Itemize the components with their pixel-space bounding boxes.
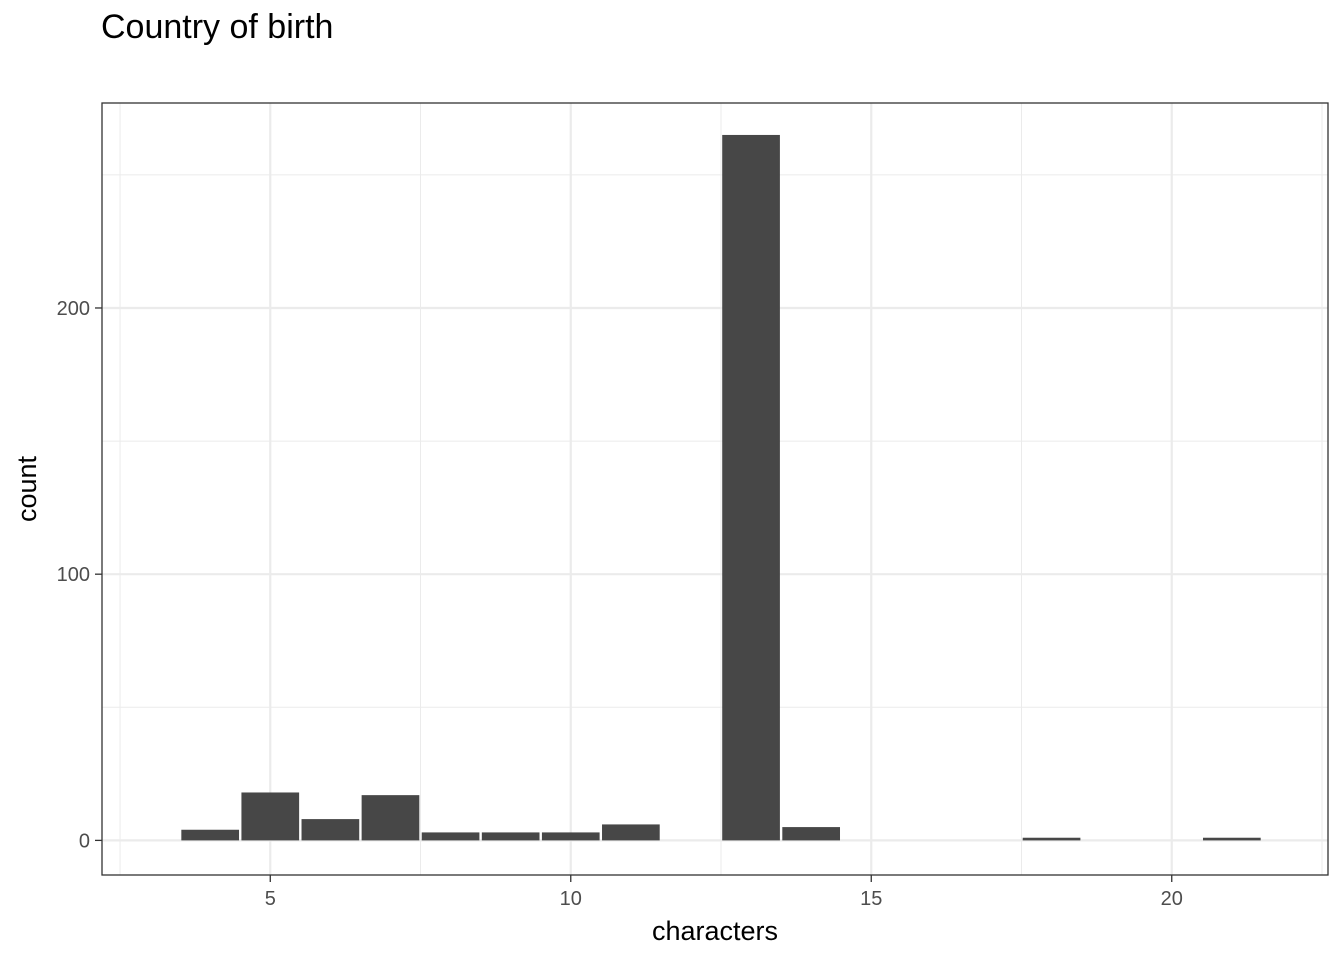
bar (301, 819, 360, 841)
x-tick-label: 15 (860, 888, 882, 910)
y-axis-title: count (12, 455, 42, 522)
bar (602, 824, 660, 841)
chart-title: Country of birth (101, 8, 334, 46)
bar (481, 832, 540, 841)
bar-series (181, 134, 1261, 841)
minor-gridlines (102, 103, 1328, 875)
x-tick-label: 10 (560, 888, 582, 910)
y-tick-label: 0 (79, 830, 90, 852)
bar (1022, 837, 1081, 841)
bar (1202, 837, 1261, 841)
major-gridlines (102, 103, 1328, 875)
x-axis-title: characters (652, 916, 778, 946)
bar (241, 792, 300, 841)
bar (782, 827, 841, 841)
bar (421, 832, 480, 841)
bar (722, 134, 780, 841)
bar (181, 829, 240, 841)
y-tick-label: 100 (57, 564, 90, 586)
bar (541, 832, 600, 841)
y-axis: 0 100 200 (57, 298, 102, 852)
x-axis: 5 10 15 20 (265, 875, 1183, 910)
x-tick-label: 20 (1161, 888, 1183, 910)
x-tick-label: 5 (265, 888, 276, 910)
y-tick-label: 200 (57, 298, 90, 320)
bar (361, 795, 420, 841)
plot-panel-border (101, 102, 1329, 876)
